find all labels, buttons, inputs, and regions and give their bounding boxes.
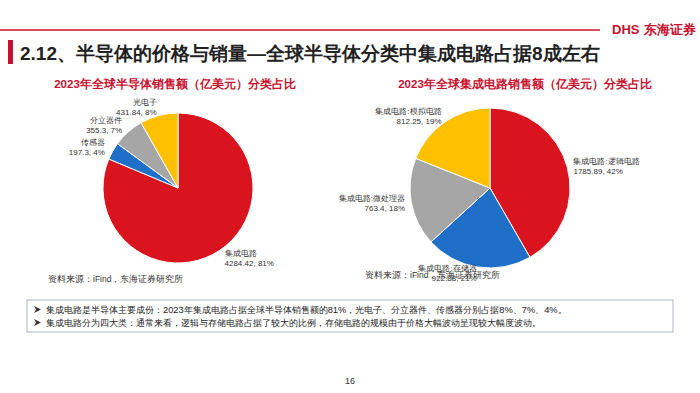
data-label: 分立器件355.3, 7% xyxy=(86,116,122,135)
data-labels: 集成电路4284.42, 81% 传感器197.3, 4% 分立器件355.3, 7… xyxy=(69,98,274,268)
slices xyxy=(103,113,253,263)
chart-title: 2023年全球集成电路销售额（亿美元）分类占比 xyxy=(398,77,652,91)
label-value: 197.3, 4% xyxy=(69,148,105,157)
bullet-marker xyxy=(34,306,41,313)
pie-slice xyxy=(103,113,253,263)
logo-latin: DHS xyxy=(612,22,640,37)
slide-title: 2.12、半导体的价格与销量—全球半导体分类中集成电路占据8成左右 xyxy=(20,43,600,64)
logo-chinese: 东海证券 xyxy=(643,22,696,37)
label-value: 1785.89, 42% xyxy=(573,167,622,176)
data-label: 传感器197.3, 4% xyxy=(69,138,105,157)
label-category: 分立器件 xyxy=(90,116,122,125)
label-value: 763.4, 18% xyxy=(365,204,405,213)
data-label: 集成电路:模拟电路812.25, 19% xyxy=(375,107,441,126)
label-value: 431.84, 8% xyxy=(116,108,156,117)
bullet-text: 集成电路是半导体主要成份：2023年集成电路占据全球半导体销售额的81%，光电子… xyxy=(46,305,567,315)
label-category: 集成电路 xyxy=(225,249,257,258)
slices xyxy=(410,108,570,268)
data-label: 集成电路:微处理器763.4, 18% xyxy=(339,194,405,213)
logo: DHS东海证券 xyxy=(612,22,696,37)
label-category: 光电子 xyxy=(133,98,157,107)
source-note: 资料来源：iFind，东海证券研究所 xyxy=(48,274,183,284)
pie-chart: 2023年全球集成电路销售额（亿美元）分类占比集成电路:逻辑电路1785.89,… xyxy=(339,77,652,283)
pie-slice xyxy=(141,113,178,188)
label-value: 355.3, 7% xyxy=(86,126,122,135)
label-category: 传感器 xyxy=(81,138,105,147)
label-value: 812.25, 19% xyxy=(397,117,442,126)
label-category: 集成电路:逻辑电路 xyxy=(573,157,639,166)
data-labels: 集成电路:逻辑电路1785.89, 42%集成电路:存储器922.88, 21%… xyxy=(339,107,640,283)
page-number: 16 xyxy=(345,376,355,386)
data-label: 光电子431.84, 8% xyxy=(116,98,156,117)
data-label: 集成电路4284.42, 81% xyxy=(225,249,274,268)
title-bar xyxy=(8,40,13,64)
bullet-marker xyxy=(34,319,41,326)
slide: DHS东海证券 2.12、半导体的价格与销量—全球半导体分类中集成电路占据8成左右… xyxy=(0,0,700,393)
source-note: 资料来源：iFind，东海证券研究所 xyxy=(365,270,500,280)
label-category: 集成电路:模拟电路 xyxy=(375,107,441,116)
label-category: 集成电路:微处理器 xyxy=(339,194,405,203)
bullet-box xyxy=(27,300,673,332)
chart-title: 2023年全球半导体销售额（亿美元）分类占比 xyxy=(54,77,296,91)
data-label: 集成电路:逻辑电路1785.89, 42% xyxy=(573,157,639,176)
label-value: 4284.42, 81% xyxy=(225,259,274,268)
bullet-text: 集成电路分为四大类：通常来看，逻辑与存储电路占据了较大的比例，存储电路的规模由于… xyxy=(46,318,541,328)
header-rule xyxy=(0,29,600,31)
pie-chart: 2023年全球半导体销售额（亿美元）分类占比集成电路4284.42, 81% 传感… xyxy=(48,77,296,284)
